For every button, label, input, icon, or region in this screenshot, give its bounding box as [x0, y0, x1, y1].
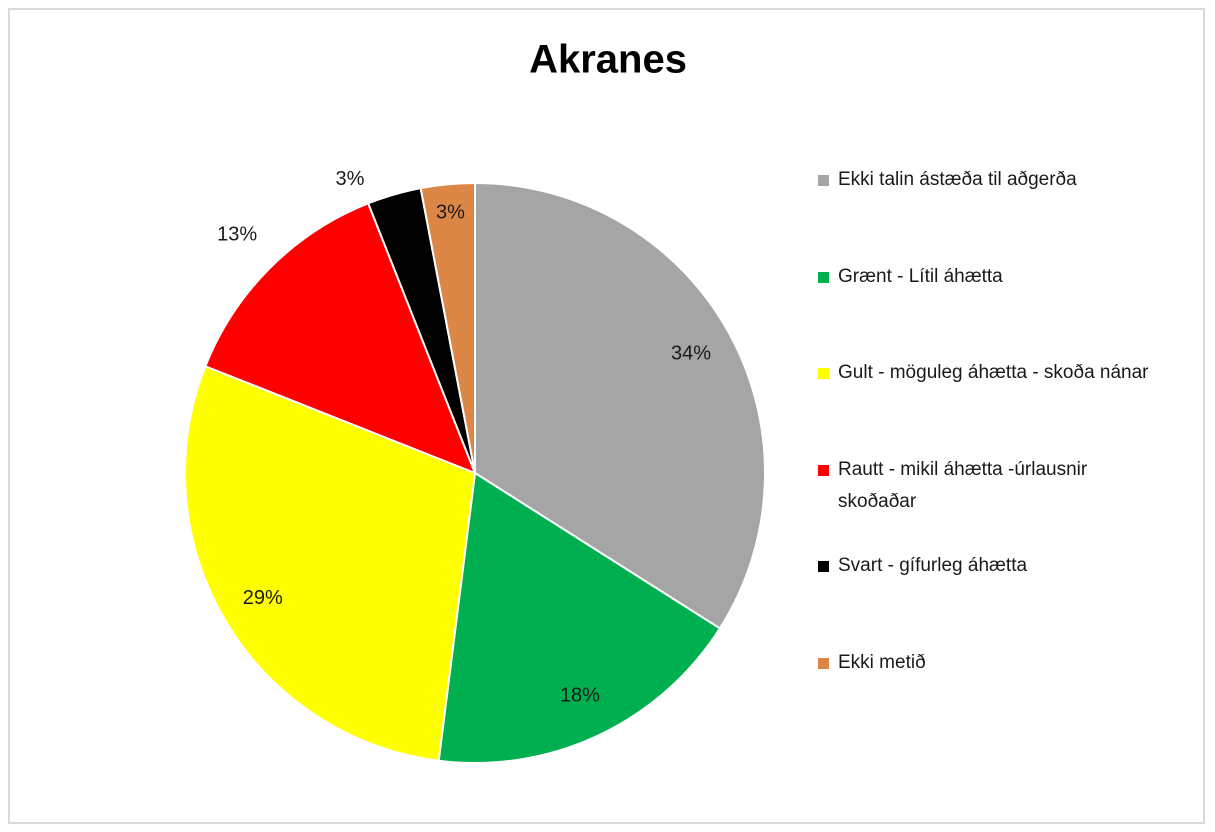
legend-swatch: [818, 368, 829, 379]
legend-item: Ekki metið: [818, 647, 1168, 679]
legend-swatch: [818, 271, 829, 283]
legend-label: Ekki talin ástæða til aðgerða: [838, 169, 1077, 190]
pie-slice: [437, 471, 722, 764]
legend-swatch: [818, 464, 829, 476]
legend-swatch: [818, 561, 829, 572]
data-label: 3%: [436, 201, 465, 223]
legend-item: Svart - gífurleg áhætta: [818, 550, 1168, 582]
pie-slice: [204, 202, 477, 475]
legend-label: Gult - möguleg áhætta - skoða nánar: [838, 362, 1149, 383]
pie-slice: [474, 181, 766, 630]
legend-label: Ekki metið: [838, 651, 926, 673]
pie-slice: [419, 181, 476, 474]
legend-item: Gult - möguleg áhætta - skoða nánar: [818, 357, 1168, 389]
legend-swatch: [818, 657, 829, 669]
legend-label: Rautt - mikil áhætta -úrlausnir skoðaðar: [838, 458, 1088, 512]
data-label: 13%: [217, 223, 257, 245]
data-label: 18%: [560, 684, 600, 706]
data-label: 3%: [336, 168, 365, 190]
legend-label: Grænt - Lítil áhætta: [838, 265, 1003, 287]
data-label: 34%: [671, 343, 711, 365]
legend-item: Ekki talin ástæða til aðgerða: [818, 164, 1168, 196]
legend-item: Grænt - Lítil áhætta: [818, 261, 1168, 293]
pie-slice: [184, 364, 477, 762]
chart-title: Akranes: [529, 38, 687, 82]
legend-swatch: [818, 175, 829, 186]
legend-item: Rautt - mikil áhætta -úrlausnir skoðaðar: [818, 454, 1168, 518]
legend-label: Svart - gífurleg áhætta: [838, 555, 1028, 576]
data-label: 29%: [243, 587, 283, 609]
